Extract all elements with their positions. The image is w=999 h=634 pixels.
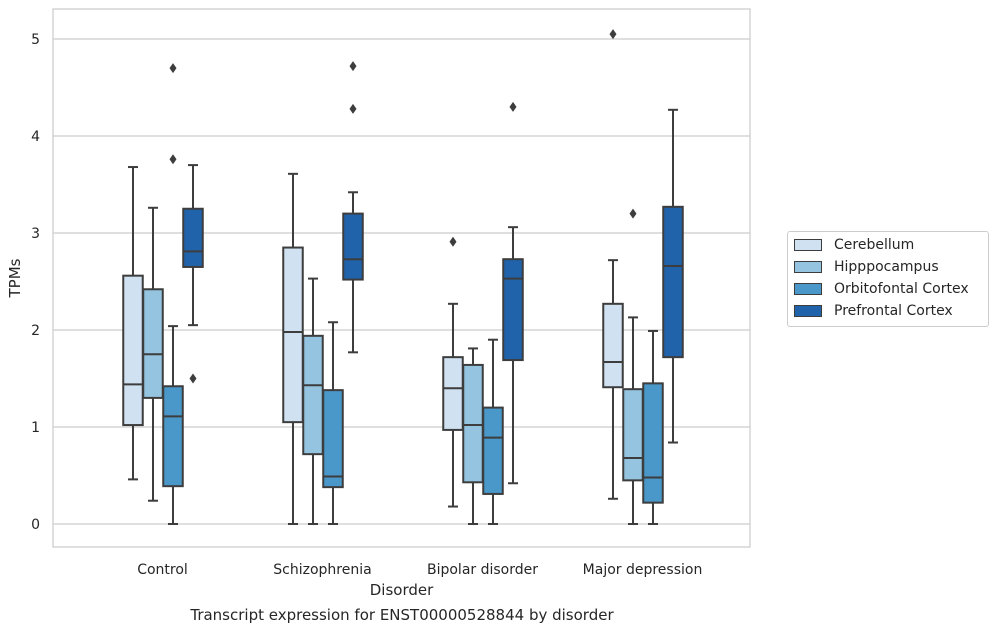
legend-label: Hipppocampus	[834, 259, 939, 275]
legend-item-orbitofrontal: Orbitofontal Cortex	[794, 279, 969, 299]
outlier-point	[449, 236, 457, 247]
box-3-2	[502, 101, 524, 485]
box-iqr	[302, 334, 324, 456]
legend: Cerebellum Hipppocampus Orbitofontal Cor…	[787, 231, 989, 327]
box-0-1	[282, 172, 304, 525]
box-iqr	[642, 382, 664, 504]
legend-item-prefrontal: Prefrontal Cortex	[794, 301, 953, 321]
legend-label: Orbitofontal Cortex	[834, 281, 969, 297]
legend-label: Cerebellum	[834, 237, 915, 253]
legend-item-hippocampus: Hipppocampus	[794, 257, 939, 277]
x-tick-label: Major depression	[583, 562, 703, 578]
legend-swatch-cerebellum	[794, 239, 822, 251]
legend-swatch-hippocampus	[794, 261, 822, 273]
legend-swatch-orbitofrontal	[794, 283, 822, 295]
box-iqr	[342, 212, 364, 281]
box-1-3	[622, 208, 644, 525]
box-3-0	[182, 164, 204, 384]
figure-caption: Transcript expression for ENST0000052884…	[190, 606, 614, 624]
box-2-0	[162, 63, 184, 525]
outlier-point	[629, 208, 637, 219]
box-0-2	[442, 236, 464, 508]
box-iqr	[122, 274, 144, 427]
box-2-1	[322, 321, 344, 525]
box-1-1	[302, 277, 324, 525]
outlier-point	[509, 101, 517, 112]
y-tick-label: 1	[31, 420, 40, 436]
y-tick-label: 0	[31, 517, 40, 533]
plot-frame	[52, 8, 751, 548]
box-0-0	[122, 166, 144, 481]
y-ticks: 0 1 2 3 4 5	[31, 32, 40, 533]
box-3-1	[342, 61, 364, 354]
box-iqr	[162, 385, 184, 488]
outlier-point	[189, 373, 197, 384]
outlier-point	[349, 61, 357, 72]
box-1-0	[142, 206, 164, 502]
y-tick-label: 3	[31, 226, 40, 242]
box-iqr	[322, 389, 344, 489]
box-1-2	[462, 347, 484, 525]
boxes	[122, 29, 684, 525]
box-2-3	[642, 329, 664, 525]
box-iqr	[142, 288, 164, 399]
box-iqr	[282, 246, 304, 424]
x-tick-label: Schizophrenia	[273, 562, 371, 578]
box-3-3	[662, 108, 684, 444]
box-iqr	[602, 302, 624, 389]
legend-item-cerebellum: Cerebellum	[794, 235, 914, 255]
y-axis-label: TPMs	[6, 258, 24, 298]
box-iqr	[442, 356, 464, 431]
box-iqr	[622, 388, 644, 482]
y-tick-label: 4	[31, 129, 40, 145]
outlier-point	[349, 103, 357, 114]
x-axis-label: Disorder	[370, 581, 434, 599]
outlier-point	[169, 63, 177, 74]
y-tick-label: 2	[31, 323, 40, 339]
box-iqr	[182, 207, 204, 268]
box-0-3	[602, 29, 624, 500]
box-iqr	[662, 205, 684, 359]
y-tick-label: 5	[31, 32, 40, 48]
legend-label: Prefrontal Cortex	[834, 303, 953, 319]
outlier-point	[169, 154, 177, 165]
x-ticks: Control Schizophrenia Bipolar disorder Majo…	[137, 562, 702, 578]
x-tick-label: Control	[137, 562, 188, 578]
x-tick-label: Bipolar disorder	[427, 562, 538, 578]
legend-swatch-prefrontal	[794, 305, 822, 317]
box-iqr	[462, 363, 484, 484]
outlier-point	[609, 29, 617, 40]
box-iqr	[482, 406, 504, 495]
box-iqr	[502, 258, 524, 362]
box-2-2	[482, 338, 504, 525]
